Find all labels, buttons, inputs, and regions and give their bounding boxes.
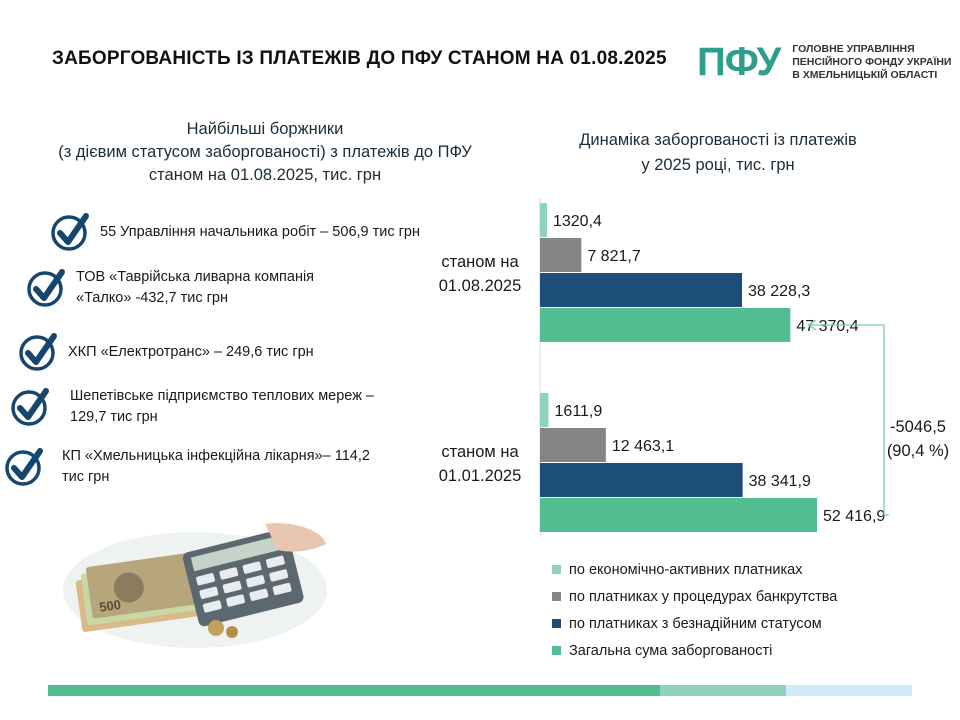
chart-bar — [540, 428, 606, 462]
logo-line: ПЕНСІЙНОГО ФОНДУ УКРАЇНИ — [792, 55, 952, 68]
chart-category-label: 01.01.2025 — [439, 467, 522, 485]
debtor-line: «Талко» -432,7 тис грн — [76, 290, 228, 306]
debtor-text: Шепетівське підприємство теплових мереж … — [70, 386, 374, 428]
checkmark-circle-icon — [5, 448, 43, 486]
debtor-line: 55 Управління начальника робіт – 506,9 т… — [100, 223, 421, 240]
chart-bar — [540, 203, 547, 237]
chart-annotation-arrowhead — [807, 319, 817, 331]
money-calculator-illustration: 500 — [63, 522, 327, 648]
legend-label: Загальна сума заборгованості — [569, 642, 773, 659]
legend-item: Загальна сума заборгованості — [552, 637, 837, 664]
chart-category-label: 01.08.2025 — [439, 277, 522, 295]
checkmark-circle-icon — [11, 388, 49, 426]
chart-category-label: станом на — [441, 253, 519, 271]
chart-data-label: 38 228,3 — [748, 283, 810, 300]
debtor-text: ТОВ «Таврійська ливарна компанія «Талко»… — [76, 267, 314, 309]
chart-bar — [540, 238, 582, 272]
debtor-item: Шепетівське підприємство теплових мереж … — [10, 386, 374, 428]
chart-bar — [540, 498, 817, 532]
chart-data-label: 7 821,7 — [587, 248, 640, 265]
debtors-heading-line: Найбільші боржники — [186, 120, 344, 138]
logo-mark: ПФУ — [697, 40, 781, 84]
pfu-logo: ПФУ ГОЛОВНЕ УПРАВЛІННЯ ПЕНСІЙНОГО ФОНДУ … — [697, 42, 951, 82]
legend-item: по платниках з безнадійним статусом — [552, 610, 837, 637]
chart-bar — [540, 273, 743, 307]
debtor-item: 55 Управління начальника робіт – 506,9 т… — [50, 212, 420, 252]
chart-data-label: 38 341,9 — [749, 473, 811, 490]
chart-bar — [540, 393, 549, 427]
legend-label: по платниках у процедурах банкрутства — [569, 588, 838, 605]
debtor-text: КП «Хмельницька інфекційна лікарня»– 114… — [62, 446, 370, 488]
footer-bar-segment — [660, 685, 786, 696]
debtor-line: ТОВ «Таврійська ливарна компанія — [76, 269, 315, 285]
debtor-line: Шепетівське підприємство теплових мереж … — [70, 388, 374, 404]
legend-label: по платниках з безнадійним статусом — [569, 615, 822, 632]
debtors-heading: Найбільші боржники (з дієвим статусом за… — [30, 118, 500, 187]
chart-data-label: 47 370,4 — [796, 318, 858, 335]
chart-data-label: 52 416,9 — [823, 508, 885, 525]
chart-title: Динаміка заборгованості із платежів у 20… — [548, 128, 888, 178]
chart-annotation-connector — [808, 324, 889, 516]
chart-legend: по економічно-активних платниках по плат… — [552, 556, 837, 664]
debtor-item: ТОВ «Таврійська ливарна компанія «Талко»… — [26, 267, 314, 309]
debtor-line: КП «Хмельницька інфекційна лікарня»– 114… — [62, 448, 370, 464]
chart-title-line: Динаміка заборгованості із платежів — [579, 131, 857, 149]
logo-line: В ХМЕЛЬНИЦЬКІЙ ОБЛАСТІ — [792, 68, 938, 81]
logo-text: ГОЛОВНЕ УПРАВЛІННЯ ПЕНСІЙНОГО ФОНДУ УКРА… — [792, 43, 951, 82]
chart-bar — [540, 308, 791, 342]
footer-bar-segment — [786, 685, 912, 696]
checkmark-circle-icon — [51, 213, 89, 251]
debtor-line: тис грн — [62, 469, 110, 485]
legend-swatch — [552, 619, 561, 628]
legend-label: по економічно-активних платниках — [569, 561, 803, 578]
checkmark-circle-icon — [27, 269, 65, 307]
chart-data-label: 12 463,1 — [612, 438, 674, 455]
svg-text:500: 500 — [98, 597, 122, 615]
debtors-heading-line: станом на 01.08.2025, тис. грн — [148, 166, 382, 184]
debtor-item: КП «Хмельницька інфекційна лікарня»– 114… — [4, 446, 370, 488]
legend-item: по економічно-активних платниках — [552, 556, 837, 583]
debtor-text: 55 Управління начальника робіт – 506,9 т… — [100, 222, 420, 243]
chart-bar — [540, 463, 743, 497]
debtor-text: ХКП «Електротранс» – 249,6 тис грн — [68, 342, 314, 363]
chart-data-label: 1320,4 — [553, 213, 602, 230]
debtor-line: ХКП «Електротранс» – 249,6 тис грн — [68, 343, 314, 360]
legend-item: по платниках у процедурах банкрутства — [552, 583, 837, 610]
debtor-line: 129,7 тис грн — [70, 409, 158, 425]
logo-line: ГОЛОВНЕ УПРАВЛІННЯ — [792, 42, 915, 55]
legend-swatch — [552, 646, 561, 655]
footer-bar-segment — [48, 685, 660, 696]
legend-swatch — [552, 565, 561, 574]
legend-swatch — [552, 592, 561, 601]
checkmark-circle-icon — [19, 333, 57, 371]
chart-annotation-label: (90,4 %) — [887, 442, 949, 460]
chart-category-label: станом на — [441, 443, 519, 461]
debtors-heading-line: (з дієвим статусом заборгованості) з пла… — [58, 143, 472, 161]
chart-title-line: у 2025 році, тис. грн — [641, 156, 795, 174]
footer-bar — [48, 685, 912, 696]
chart-data-label: 1611,9 — [555, 403, 603, 420]
debtor-item: ХКП «Електротранс» – 249,6 тис грн — [18, 332, 314, 372]
chart-annotation-label: -5046,5 — [890, 418, 946, 436]
page-title: ЗАБОРГОВАНІСТЬ ІЗ ПЛАТЕЖІВ ДО ПФУ СТАНОМ… — [52, 48, 667, 69]
